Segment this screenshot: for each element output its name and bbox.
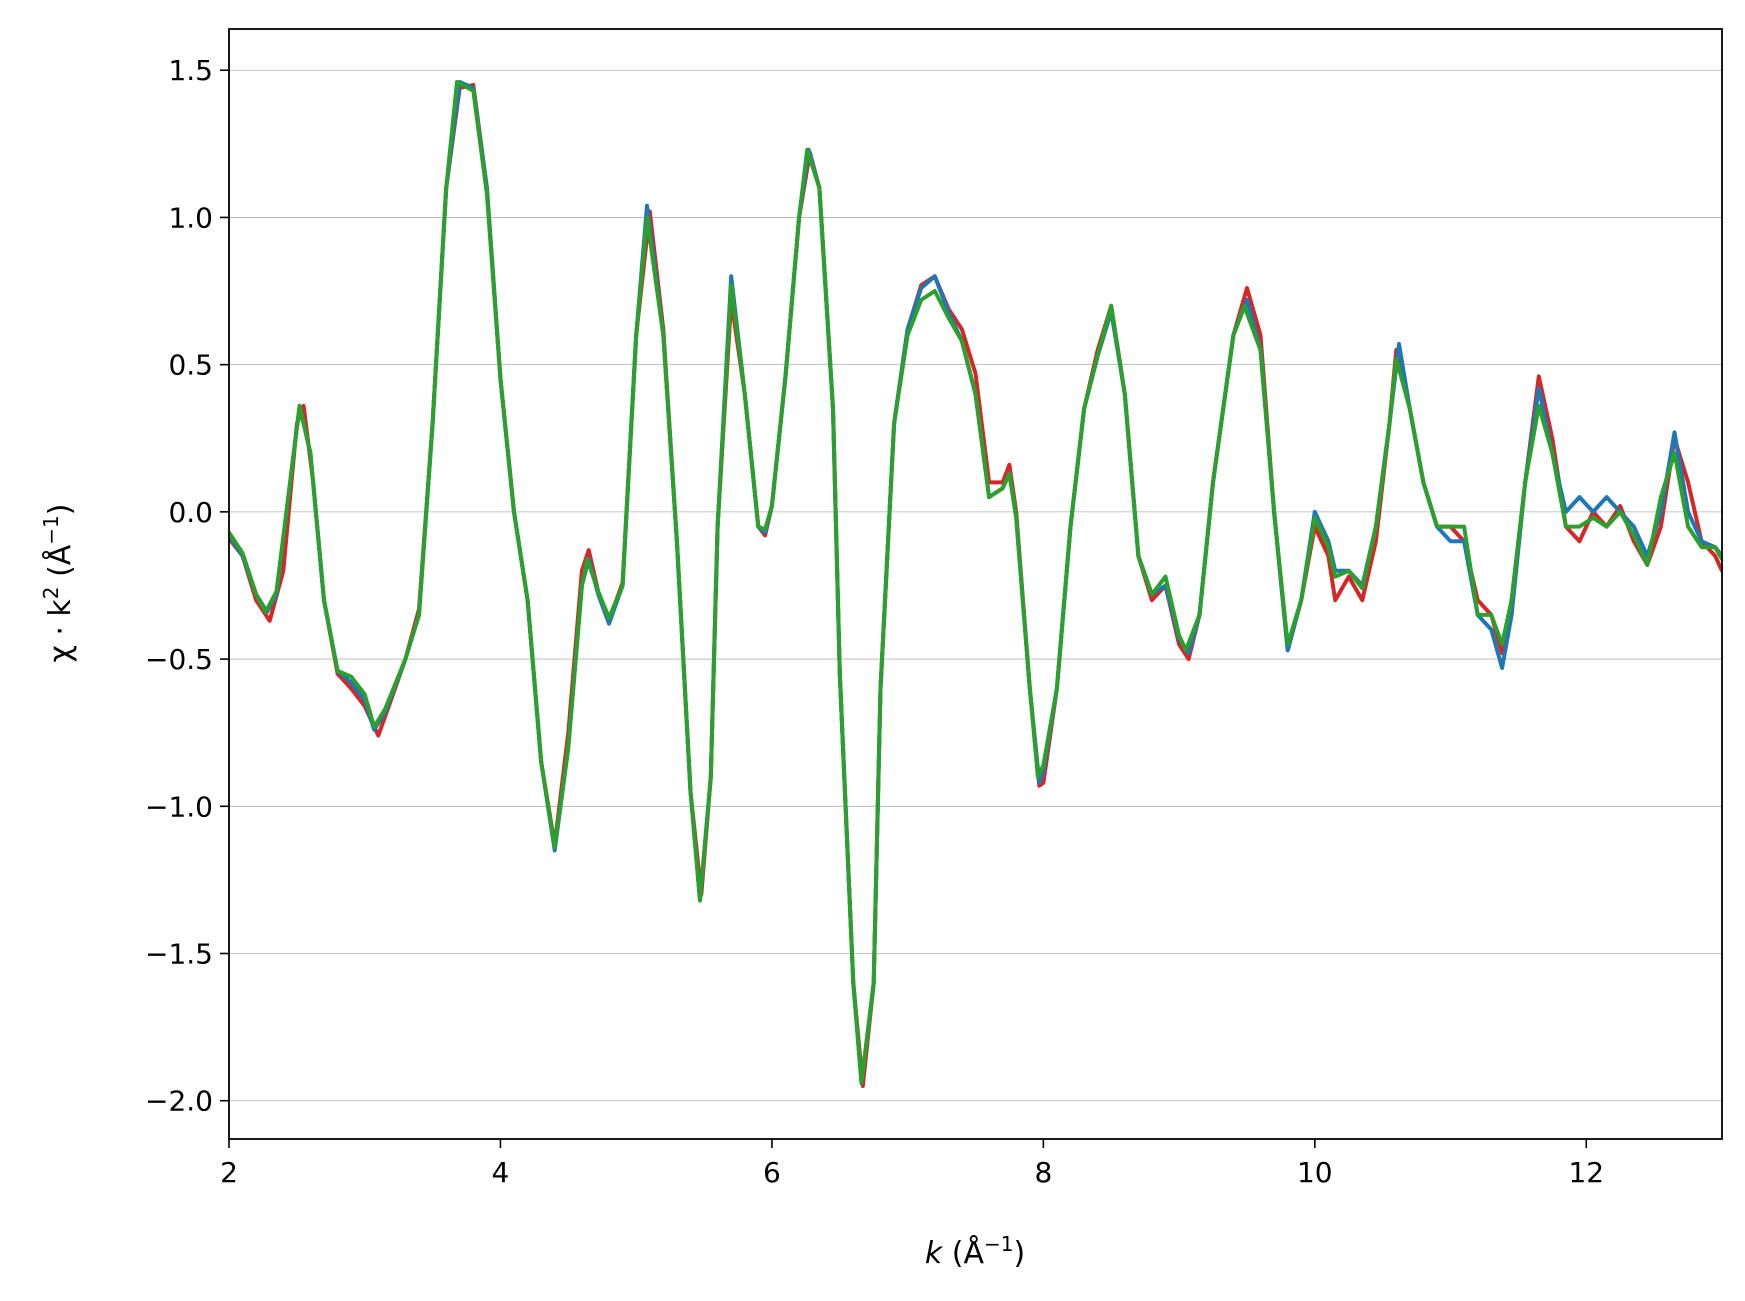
- grid-lines: [229, 69, 1722, 1102]
- y-axis-title-exp: −1: [39, 515, 63, 544]
- y-axis-title-mid: (Å: [42, 544, 78, 586]
- y-axis-title-pre: χ · k: [43, 599, 78, 663]
- x-axis-title-unit: (Å: [942, 1235, 984, 1271]
- x-tick-label: 8: [1034, 1156, 1052, 1189]
- x-tick-label: 12: [1568, 1156, 1604, 1189]
- y-tick-label: −1.5: [145, 938, 213, 971]
- y-axis-title-close: ): [43, 503, 78, 515]
- y-tick-label: −1.0: [145, 790, 213, 823]
- x-axis-ticks: 2 4 6 8 10 12: [220, 1139, 1604, 1189]
- y-tick-label: −0.5: [145, 643, 213, 676]
- x-axis-title-var: k: [925, 1236, 944, 1271]
- x-tick-label: 2: [220, 1156, 238, 1189]
- series-group: [229, 80, 1722, 1088]
- x-axis-title-exp: −1: [984, 1232, 1013, 1256]
- y-axis-ticks: −2.0 −1.5 −1.0 −0.5 0.0 0.5 1.0 1.5: [145, 54, 229, 1118]
- y-tick-label: 0.0: [168, 496, 213, 529]
- y-tick-label: 0.5: [168, 349, 213, 382]
- y-tick-label: −2.0: [145, 1085, 213, 1118]
- x-tick-label: 4: [492, 1156, 510, 1189]
- y-tick-label: 1.0: [168, 201, 213, 234]
- plot-frame: [228, 28, 1723, 1140]
- y-tick-label: 1.5: [168, 54, 213, 87]
- x-axis-title: k (Å−1): [925, 1232, 1025, 1271]
- x-axis-title-close: ): [1013, 1236, 1025, 1271]
- series-line-3: [229, 80, 1722, 1086]
- x-tick-label: 6: [763, 1156, 781, 1189]
- y-axis-title: χ · k2 (Å−1): [39, 503, 78, 662]
- y-axis-title-exp2: 2: [39, 586, 63, 599]
- x-tick-label: 10: [1297, 1156, 1333, 1189]
